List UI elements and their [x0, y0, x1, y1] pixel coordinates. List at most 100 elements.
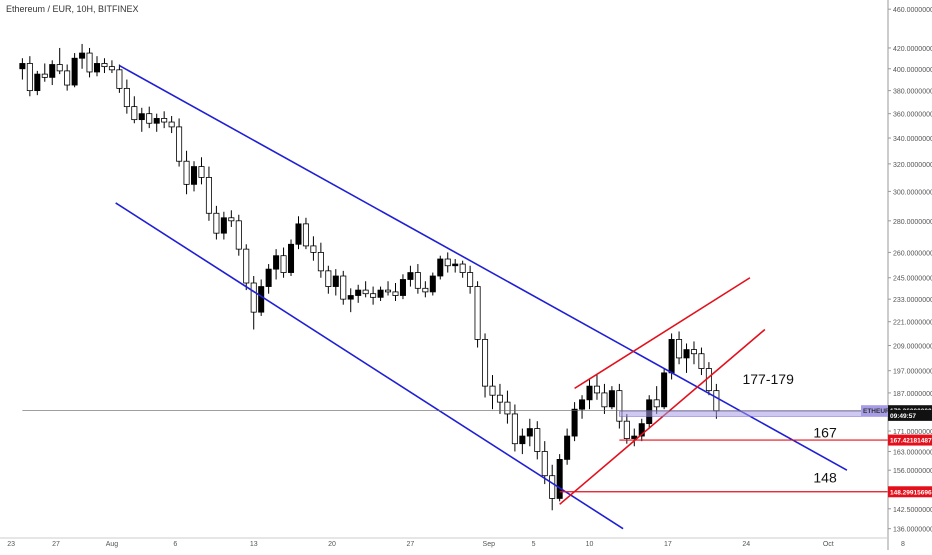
y-tick-label: 171.00000000 — [893, 429, 932, 436]
x-tick-label: 27 — [52, 541, 60, 548]
annotations-layer: 177-179 167 148 — [742, 371, 836, 486]
candle-body — [332, 275, 339, 287]
x-tick-label: Oct — [823, 541, 834, 548]
y-tick-label: 245.00000000 — [893, 276, 932, 283]
candle-body — [34, 73, 41, 92]
candle-body — [317, 252, 324, 272]
x-tick-label: 10 — [586, 541, 594, 548]
y-tick-label: 197.00000000 — [893, 369, 932, 376]
candle-body — [295, 223, 302, 245]
candle-body — [205, 177, 212, 214]
candle-body — [235, 220, 242, 250]
x-tick-label: 27 — [407, 541, 415, 548]
candle-body — [690, 349, 697, 355]
candle-body — [392, 291, 399, 296]
y-tick-label: 260.00000000 — [893, 250, 932, 257]
y-tick-label: 221.00000000 — [893, 320, 932, 327]
y-tick-label: 340.00000000 — [893, 136, 932, 143]
candle-body — [489, 385, 496, 396]
candle-body — [146, 113, 153, 124]
candle-body — [653, 399, 660, 408]
candle-body — [347, 295, 354, 300]
price-labels: ETHEUR179.3600000009:49:57167.4218148714… — [861, 405, 932, 498]
candle-body — [191, 166, 198, 185]
price-label-text: ETHEUR — [863, 408, 890, 415]
candle-body — [213, 212, 220, 234]
candle-body — [511, 413, 518, 445]
candle-body — [571, 408, 578, 437]
candle-body — [504, 401, 511, 415]
candle-body — [534, 428, 541, 452]
candle-body — [288, 243, 295, 273]
y-tick-label: 320.00000000 — [893, 162, 932, 169]
candle-body — [437, 258, 444, 277]
candle-body — [101, 63, 108, 68]
candle-body — [452, 263, 459, 267]
candle-body — [250, 282, 257, 313]
candle-body — [608, 390, 615, 408]
candle-body — [355, 289, 362, 296]
candle-body — [474, 286, 481, 340]
candle-body — [161, 118, 168, 123]
candle-body — [302, 223, 309, 247]
y-tick-label: 400.00000000 — [893, 67, 932, 74]
y-tick-label: 187.00000000 — [893, 391, 932, 398]
candle-body — [526, 428, 533, 437]
x-tick-label: 13 — [250, 541, 258, 548]
candle-body — [377, 289, 384, 298]
x-tick-label: 20 — [328, 541, 336, 548]
price-label-box — [861, 405, 888, 417]
candle-body — [64, 70, 71, 86]
candle-body — [265, 268, 272, 287]
y-tick-label: 209.00000000 — [893, 343, 932, 350]
price-label-box — [888, 434, 932, 446]
candle-body — [108, 66, 115, 71]
candle-body — [198, 166, 205, 178]
candle-body — [631, 435, 638, 439]
candle-body — [444, 258, 451, 267]
y-tick-label: 163.00000000 — [893, 449, 932, 456]
candle-body — [19, 63, 26, 70]
y-tick-label: 156.00000000 — [893, 468, 932, 475]
candle-body — [243, 248, 250, 284]
candle-body — [683, 349, 690, 359]
candle-body — [623, 420, 630, 439]
candle-body — [549, 475, 556, 499]
candle-body — [168, 121, 175, 128]
candle-body — [541, 451, 548, 477]
channel-upper-line — [119, 64, 848, 471]
candle-body — [713, 390, 720, 412]
price-label-text: 09:49:57 — [890, 413, 916, 420]
candle-body — [93, 63, 101, 73]
candle-body — [280, 255, 287, 273]
candle-body — [638, 423, 645, 437]
y-tick-label: 420.00000000 — [893, 46, 932, 53]
x-tick-label: 24 — [742, 541, 750, 548]
candle-body — [698, 353, 705, 369]
candle-body — [26, 63, 33, 92]
y-tick-label: 142.50000000 — [893, 507, 932, 514]
candle-body — [370, 293, 377, 298]
candle-body — [579, 399, 586, 410]
candle-body — [41, 73, 48, 78]
x-tick-label: 5 — [532, 541, 536, 548]
candle-body — [519, 435, 526, 445]
candle-body — [385, 289, 392, 293]
chart-title: Ethereum / EUR, 10H, BITFINEX — [6, 4, 139, 14]
wedge-upper-line — [574, 277, 751, 390]
candle-body — [325, 270, 332, 287]
candle-body — [429, 275, 436, 293]
candle-body — [467, 272, 474, 287]
channel-lower-line — [115, 202, 624, 530]
candle-body — [459, 263, 466, 273]
candle-body — [116, 69, 123, 89]
y-tick-label: 360.00000000 — [893, 112, 932, 119]
y-tick-label: 136.00000000 — [893, 527, 932, 534]
candle-body — [131, 106, 138, 121]
candle-body — [668, 339, 675, 374]
y-tick-label: 380.00000000 — [893, 89, 932, 96]
annotation-text: 148 — [813, 470, 837, 486]
candle-body — [482, 339, 489, 387]
candle-body — [399, 279, 406, 296]
